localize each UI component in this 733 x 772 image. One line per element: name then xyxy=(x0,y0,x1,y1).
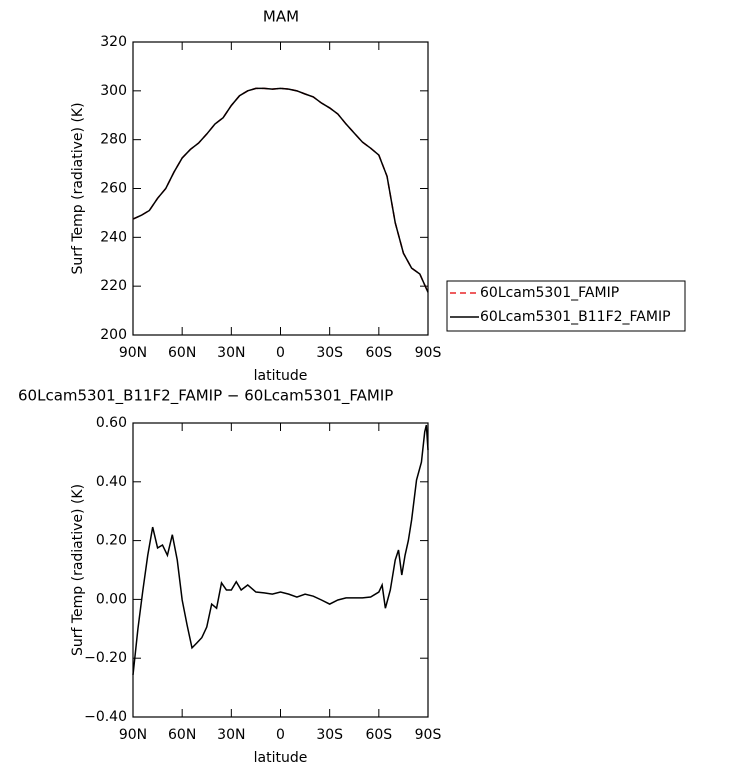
y-tick-label: 320 xyxy=(100,34,127,50)
y-tick-label: 240 xyxy=(100,229,127,245)
x-axis-label: latitude xyxy=(254,750,308,766)
data-line xyxy=(132,87,429,293)
y-tick-label: 280 xyxy=(100,132,127,148)
x-tick-label: 0 xyxy=(276,727,285,743)
y-tick-label: 0.00 xyxy=(96,591,127,607)
y-tick-label: 220 xyxy=(100,278,127,294)
y-tick-label: 0.40 xyxy=(96,474,127,490)
x-tick-label: 60S xyxy=(365,727,392,743)
x-tick-label: 90N xyxy=(119,345,147,361)
y-tick-label: 0.20 xyxy=(96,533,127,549)
x-tick-label: 90N xyxy=(119,727,147,743)
y-tick-label: −0.20 xyxy=(84,650,127,666)
y-tick-label: 200 xyxy=(100,327,127,343)
chart-title: MAM xyxy=(263,8,299,26)
x-tick-label: 0 xyxy=(276,345,285,361)
x-tick-label: 30N xyxy=(217,345,245,361)
x-tick-label: 60N xyxy=(168,345,196,361)
chart-title: 60Lcam5301_B11F2_FAMIP − 60Lcam5301_FAMI… xyxy=(18,387,393,406)
y-tick-label: 260 xyxy=(100,181,127,197)
y-tick-label: 0.60 xyxy=(96,415,127,431)
y-axis-label: Surf Temp (radiative) (K) xyxy=(70,484,86,656)
y-tick-label: −0.40 xyxy=(84,709,127,725)
x-tick-label: 30S xyxy=(316,345,343,361)
x-tick-label: 60S xyxy=(365,345,392,361)
x-axis-label: latitude xyxy=(254,368,308,384)
plot-frame xyxy=(132,422,429,718)
data-line xyxy=(132,87,429,293)
legend-label: 60Lcam5301_FAMIP xyxy=(480,285,619,301)
y-tick-label: 300 xyxy=(100,83,127,99)
legend-box xyxy=(446,280,686,332)
x-tick-label: 30S xyxy=(316,727,343,743)
x-tick-label: 90S xyxy=(415,727,442,743)
data-line xyxy=(132,424,429,676)
y-axis-label: Surf Temp (radiative) (K) xyxy=(70,102,86,274)
x-tick-label: 30N xyxy=(217,727,245,743)
legend-label: 60Lcam5301_B11F2_FAMIP xyxy=(480,309,671,325)
x-tick-label: 60N xyxy=(168,727,196,743)
x-tick-label: 90S xyxy=(415,345,442,361)
plot-frame xyxy=(132,41,429,336)
